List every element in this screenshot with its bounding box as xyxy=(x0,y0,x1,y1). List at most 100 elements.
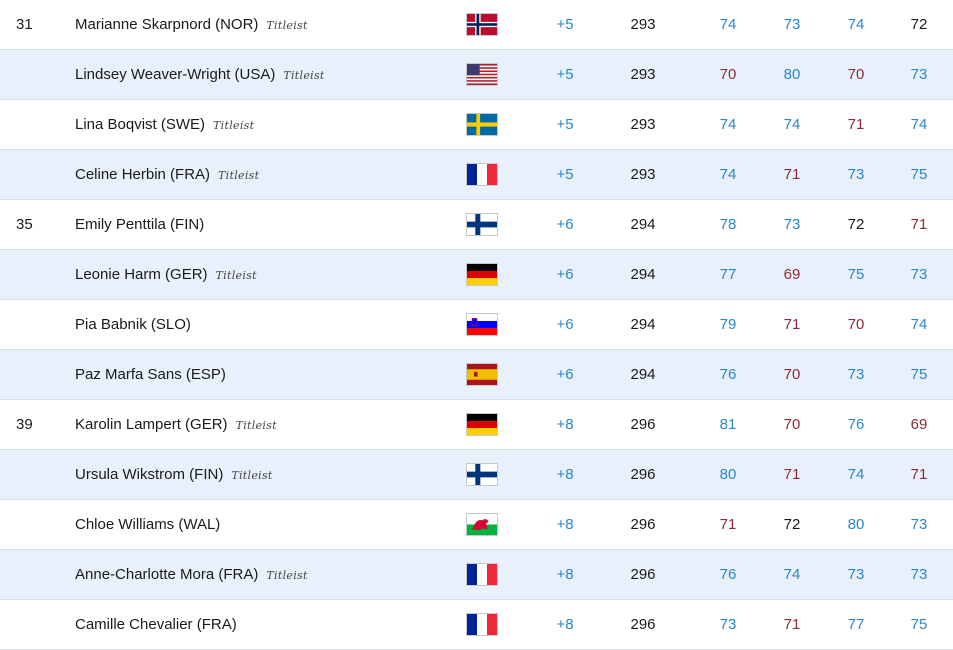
position: 35 xyxy=(16,216,33,233)
flag-fra-icon xyxy=(466,613,498,636)
to-par: +5 xyxy=(556,16,574,33)
player-name-cell[interactable]: Emily Penttila (FIN) xyxy=(75,200,455,249)
position xyxy=(16,250,56,299)
player-name[interactable]: Emily Penttila (FIN) xyxy=(75,216,205,233)
position xyxy=(16,100,56,149)
player-name[interactable]: Celine Herbin (FRA) xyxy=(75,166,211,183)
player-name-cell[interactable]: Paz Marfa Sans (ESP) xyxy=(75,350,455,399)
table-row[interactable]: 31 Marianne Skarpnord (NOR) Titleist +5 293 7… xyxy=(0,0,953,50)
flag-fin-icon xyxy=(466,463,498,486)
total-score: 293 xyxy=(630,166,656,183)
round-2-score: 74 xyxy=(783,566,801,583)
round-3-score: 80 xyxy=(847,516,865,533)
to-par: +6 xyxy=(556,266,574,283)
total-score: 296 xyxy=(630,616,656,633)
to-par: +8 xyxy=(556,416,574,433)
round-4-score: 73 xyxy=(910,266,928,283)
round-1-score: 78 xyxy=(719,216,737,233)
flag-esp-icon xyxy=(466,363,498,386)
round-1-score: 74 xyxy=(719,16,737,33)
titleist-logo: Titleist xyxy=(266,19,308,32)
player-name[interactable]: Leonie Harm (GER) xyxy=(75,266,208,283)
table-row[interactable]: Celine Herbin (FRA) Titleist +5 293 74 71 73 75 xyxy=(0,150,953,200)
round-3-score: 73 xyxy=(847,366,865,383)
titleist-logo: Titleist xyxy=(266,569,308,582)
round-4-score: 73 xyxy=(910,66,928,83)
player-name[interactable]: Karolin Lampert (GER) xyxy=(75,416,228,433)
round-4-score: 74 xyxy=(910,116,928,133)
player-name-cell[interactable]: Celine Herbin (FRA) Titleist xyxy=(75,150,455,199)
round-2-score: 69 xyxy=(783,266,801,283)
round-3-score: 70 xyxy=(847,66,865,83)
round-2-score: 74 xyxy=(783,116,801,133)
round-2-score: 70 xyxy=(783,366,801,383)
to-par: +6 xyxy=(556,316,574,333)
flag-fra-icon xyxy=(466,163,498,186)
round-3-score: 73 xyxy=(847,166,865,183)
player-name[interactable]: Camille Chevalier (FRA) xyxy=(75,616,237,633)
table-row[interactable]: Chloe Williams (WAL) +8 296 71 72 80 73 xyxy=(0,500,953,550)
table-row[interactable]: Lindsey Weaver-Wright (USA) Titleist +5 293… xyxy=(0,50,953,100)
player-name-cell[interactable]: Leonie Harm (GER) Titleist xyxy=(75,250,455,299)
player-name[interactable]: Lindsey Weaver-Wright (USA) xyxy=(75,66,276,83)
player-name[interactable]: Ursula Wikstrom (FIN) xyxy=(75,466,224,483)
round-3-score: 71 xyxy=(847,116,865,133)
player-name-cell[interactable]: Karolin Lampert (GER) Titleist xyxy=(75,400,455,449)
table-row[interactable]: Pia Babnik (SLO) +6 294 79 71 70 74 xyxy=(0,300,953,350)
total-score: 296 xyxy=(630,566,656,583)
player-name-cell[interactable]: Lina Boqvist (SWE) Titleist xyxy=(75,100,455,149)
round-2-score: 71 xyxy=(783,166,801,183)
player-name-cell[interactable]: Lindsey Weaver-Wright (USA) Titleist xyxy=(75,50,455,99)
total-score: 293 xyxy=(630,16,656,33)
table-row[interactable]: Leonie Harm (GER) Titleist +6 294 77 69 75 73 xyxy=(0,250,953,300)
player-name-cell[interactable]: Ursula Wikstrom (FIN) Titleist xyxy=(75,450,455,499)
table-row[interactable]: Anne-Charlotte Mora (FRA) Titleist +8 296 76… xyxy=(0,550,953,600)
round-2-score: 73 xyxy=(783,16,801,33)
table-row[interactable]: 39 Karolin Lampert (GER) Titleist +8 296 81 70… xyxy=(0,400,953,450)
round-3-score: 70 xyxy=(847,316,865,333)
total-score: 296 xyxy=(630,416,656,433)
player-name[interactable]: Marianne Skarpnord (NOR) xyxy=(75,16,259,33)
position xyxy=(16,450,56,499)
position: 31 xyxy=(16,16,33,33)
player-name[interactable]: Lina Boqvist (SWE) xyxy=(75,116,206,133)
titleist-logo: Titleist xyxy=(235,419,277,432)
table-row[interactable]: Lina Boqvist (SWE) Titleist +5 293 74 74 71 74 xyxy=(0,100,953,150)
to-par: +5 xyxy=(556,166,574,183)
player-name-cell[interactable]: Anne-Charlotte Mora (FRA) Titleist xyxy=(75,550,455,599)
table-row[interactable]: Ursula Wikstrom (FIN) Titleist +8 296 80 71 74… xyxy=(0,450,953,500)
total-score: 296 xyxy=(630,516,656,533)
to-par: +8 xyxy=(556,516,574,533)
player-name[interactable]: Chloe Williams (WAL) xyxy=(75,516,221,533)
player-name-cell[interactable]: Chloe Williams (WAL) xyxy=(75,500,455,549)
flag-usa-icon xyxy=(466,63,498,86)
round-2-score: 71 xyxy=(783,316,801,333)
flag-nor-icon xyxy=(466,13,498,36)
round-2-score: 70 xyxy=(783,416,801,433)
player-name[interactable]: Pia Babnik (SLO) xyxy=(75,316,191,333)
titleist-logo: Titleist xyxy=(231,469,273,482)
player-name[interactable]: Paz Marfa Sans (ESP) xyxy=(75,366,226,383)
to-par: +5 xyxy=(556,66,574,83)
total-score: 296 xyxy=(630,466,656,483)
round-1-score: 79 xyxy=(719,316,737,333)
round-1-score: 71 xyxy=(719,516,737,533)
to-par: +6 xyxy=(556,216,574,233)
round-4-score: 73 xyxy=(910,516,928,533)
round-1-score: 74 xyxy=(719,116,737,133)
table-row[interactable]: Camille Chevalier (FRA) +8 296 73 71 77 75 xyxy=(0,600,953,650)
table-row[interactable]: 35 Emily Penttila (FIN) +6 294 78 73 72 71 xyxy=(0,200,953,250)
position xyxy=(16,350,56,399)
to-par: +8 xyxy=(556,566,574,583)
position xyxy=(16,600,56,649)
table-row[interactable]: Paz Marfa Sans (ESP) +6 294 76 70 73 75 xyxy=(0,350,953,400)
player-name-cell[interactable]: Camille Chevalier (FRA) xyxy=(75,600,455,649)
player-name-cell[interactable]: Pia Babnik (SLO) xyxy=(75,300,455,349)
player-name[interactable]: Anne-Charlotte Mora (FRA) xyxy=(75,566,259,583)
round-4-score: 69 xyxy=(910,416,928,433)
position xyxy=(16,50,56,99)
player-name-cell[interactable]: Marianne Skarpnord (NOR) Titleist xyxy=(75,0,455,49)
position: 39 xyxy=(16,416,33,433)
total-score: 294 xyxy=(630,266,656,283)
position xyxy=(16,300,56,349)
